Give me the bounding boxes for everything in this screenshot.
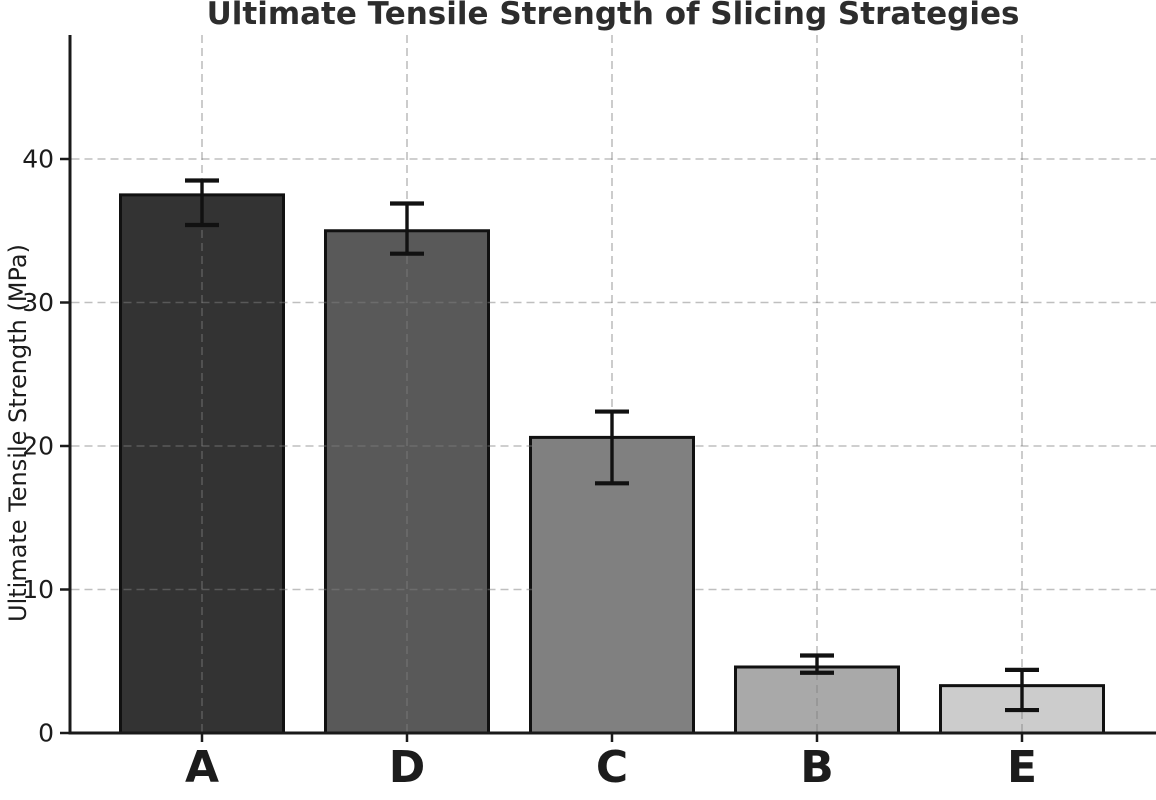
y-tick-label-10: 10 xyxy=(22,575,54,604)
y-tick-label-30: 30 xyxy=(22,288,54,317)
y-tick-label-0: 0 xyxy=(38,719,54,748)
x-tick-label-A: A xyxy=(185,742,219,793)
x-tick-label-D: D xyxy=(389,742,426,793)
chart-title: Ultimate Tensile Strength of Slicing Str… xyxy=(206,0,1020,32)
x-tick-label-B: B xyxy=(800,742,834,793)
x-tick-label-C: C xyxy=(596,742,628,793)
y-tick-label-20: 20 xyxy=(22,432,54,461)
x-tick-label-E: E xyxy=(1007,742,1037,793)
y-tick-label-40: 40 xyxy=(22,145,54,174)
